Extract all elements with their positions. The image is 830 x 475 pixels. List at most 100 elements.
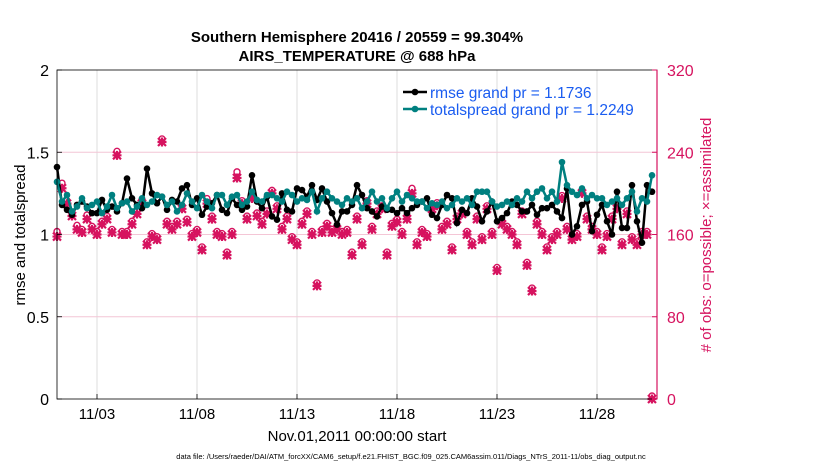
obs-assimilated-point [422, 231, 432, 242]
series-point-totalspread [583, 195, 591, 202]
axes: 11/03 11/08 11/13 11/18 11/23 11/28 0 0.5 1 1.5 2 0… [27, 63, 694, 423]
obs-assimilated-point [162, 219, 172, 229]
series-point-totalspread [593, 195, 601, 202]
obs-assimilated-point [282, 214, 292, 224]
series-point-totalspread [513, 195, 521, 202]
series-point-totalspread [638, 195, 646, 202]
obs-assimilated-point [317, 227, 327, 238]
series-point-totalspread [388, 195, 396, 202]
series-point-rmse [378, 203, 386, 210]
series-point-totalspread [498, 201, 506, 209]
obs-assimilated-point [407, 188, 417, 199]
series-point-totalspread [538, 185, 546, 192]
series-lines [53, 158, 656, 247]
obs-assimilated-point [412, 240, 422, 250]
series-point-rmse [138, 204, 146, 212]
series-point-rmse [88, 209, 96, 217]
series-point-totalspread [168, 198, 176, 205]
obs-assimilated-point [262, 209, 272, 219]
series-point-rmse [428, 211, 436, 219]
series-point-rmse [553, 208, 561, 215]
obs-assimilated-point [122, 229, 132, 240]
y-tick-label-right: 0 [667, 392, 676, 409]
series-point-rmse [543, 204, 551, 212]
series-point-totalspread [488, 198, 496, 205]
series-point-rmse [63, 206, 71, 214]
obs-assimilated-point [492, 265, 502, 276]
series-point-totalspread [308, 188, 316, 196]
series-point-totalspread [203, 198, 211, 205]
series-point-rmse [588, 227, 596, 235]
series-point-totalspread [213, 191, 221, 199]
series-point-rmse [108, 203, 116, 210]
legend-marker [411, 88, 419, 96]
y-tick-label-left: 0.5 [27, 310, 49, 327]
series-point-totalspread [483, 188, 491, 196]
series-point-totalspread [418, 198, 426, 205]
series-point-rmse [163, 206, 171, 214]
series-point-rmse [423, 195, 431, 202]
series-point-totalspread [348, 198, 356, 205]
series-point-totalspread [548, 188, 556, 196]
series-point-rmse [603, 218, 611, 225]
series-point-rmse [463, 209, 471, 217]
series-point-rmse [548, 201, 556, 209]
series-point-rmse [368, 208, 376, 215]
series-point-rmse [613, 188, 621, 196]
series-point-rmse [593, 211, 601, 219]
obs-assimilated-point [462, 229, 472, 240]
series-point-rmse [403, 209, 411, 217]
obs-assimilated-point [157, 137, 167, 147]
series-point-rmse [448, 195, 456, 202]
obs-assimilated-point [342, 227, 352, 238]
series-point-totalspread [123, 198, 131, 205]
series-point-totalspread [293, 198, 301, 205]
obs-assimilated-point [632, 240, 642, 250]
series-point-rmse [523, 208, 531, 215]
series-point-totalspread [528, 195, 536, 202]
series-point-rmse [98, 196, 106, 204]
grid [57, 70, 657, 399]
series-point-rmse [568, 231, 576, 238]
series-point-rmse [503, 209, 511, 217]
obs-assimilated-point [612, 204, 622, 214]
obs-assimilated-point [627, 234, 637, 245]
chart-title-line1: Southern Hemisphere 20416 / 20559 = 99.3… [191, 29, 523, 46]
series-point-totalspread [533, 188, 541, 196]
obs-assimilated-point [312, 281, 322, 291]
series-point-totalspread [208, 204, 216, 212]
series-point-totalspread [448, 201, 456, 209]
obs-assimilated-point [92, 229, 102, 240]
series-point-totalspread [288, 191, 296, 199]
series-point-totalspread [423, 204, 431, 212]
series-point-rmse [283, 206, 291, 214]
series-point-totalspread [278, 198, 286, 205]
obs-assimilated-point [152, 234, 162, 245]
obs-assimilated-point [382, 250, 392, 260]
series-point-totalspread [398, 198, 406, 205]
series-point-totalspread [73, 203, 81, 210]
obs-assimilated-point [287, 234, 297, 245]
obs-assimilated-point [297, 219, 307, 229]
series-point-totalspread [263, 191, 271, 199]
series-point-rmse [273, 216, 281, 223]
obs-assimilated-point [77, 227, 87, 238]
x-axis-label: Nov.01,2011 00:00:00 start [268, 428, 448, 445]
obs-assimilated-point [207, 214, 217, 224]
series-point-totalspread [618, 201, 626, 209]
series-point-totalspread [228, 193, 236, 200]
series-point-rmse [278, 190, 286, 197]
series-point-rmse [443, 191, 451, 199]
series-point-rmse [218, 206, 226, 214]
series-point-totalspread [438, 198, 446, 205]
x-tick-label: 11/18 [379, 406, 415, 423]
obs-assimilated-point [87, 224, 97, 235]
series-point-totalspread [118, 199, 126, 207]
obs-markers [52, 135, 657, 404]
y-tick-label-right: 240 [667, 145, 694, 162]
series-point-rmse [458, 206, 466, 214]
series-point-rmse [338, 208, 346, 215]
series-point-totalspread [598, 195, 606, 202]
series-point-totalspread [253, 196, 261, 204]
obs-assimilated-point [332, 224, 342, 235]
